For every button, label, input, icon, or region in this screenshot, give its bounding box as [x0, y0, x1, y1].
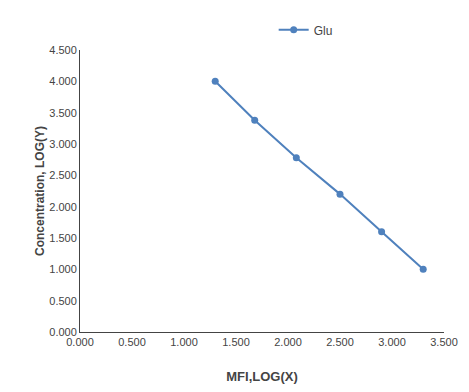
- svg-text:2.500: 2.500: [326, 336, 354, 348]
- svg-text:4.000: 4.000: [49, 75, 77, 87]
- svg-text:1.000: 1.000: [170, 336, 198, 348]
- svg-text:1.000: 1.000: [49, 263, 77, 275]
- svg-text:2.000: 2.000: [49, 201, 77, 213]
- svg-text:Glu: Glu: [314, 24, 333, 38]
- svg-text:2.000: 2.000: [274, 336, 302, 348]
- svg-text:MFI,LOG(X): MFI,LOG(X): [226, 369, 298, 384]
- svg-text:Concentration, LOG(Y): Concentration, LOG(Y): [33, 126, 47, 256]
- svg-text:0.500: 0.500: [49, 295, 77, 307]
- svg-text:1.500: 1.500: [222, 336, 250, 348]
- svg-text:2.500: 2.500: [49, 169, 77, 181]
- svg-text:0.000: 0.000: [49, 326, 77, 338]
- svg-text:0.000: 0.000: [66, 336, 94, 348]
- svg-text:3.000: 3.000: [49, 138, 77, 150]
- svg-text:4.500: 4.500: [49, 44, 77, 56]
- svg-text:3.500: 3.500: [430, 336, 458, 348]
- svg-text:0.500: 0.500: [118, 336, 146, 348]
- svg-text:3.000: 3.000: [378, 336, 406, 348]
- svg-text:3.500: 3.500: [49, 107, 77, 119]
- svg-text:1.500: 1.500: [49, 232, 77, 244]
